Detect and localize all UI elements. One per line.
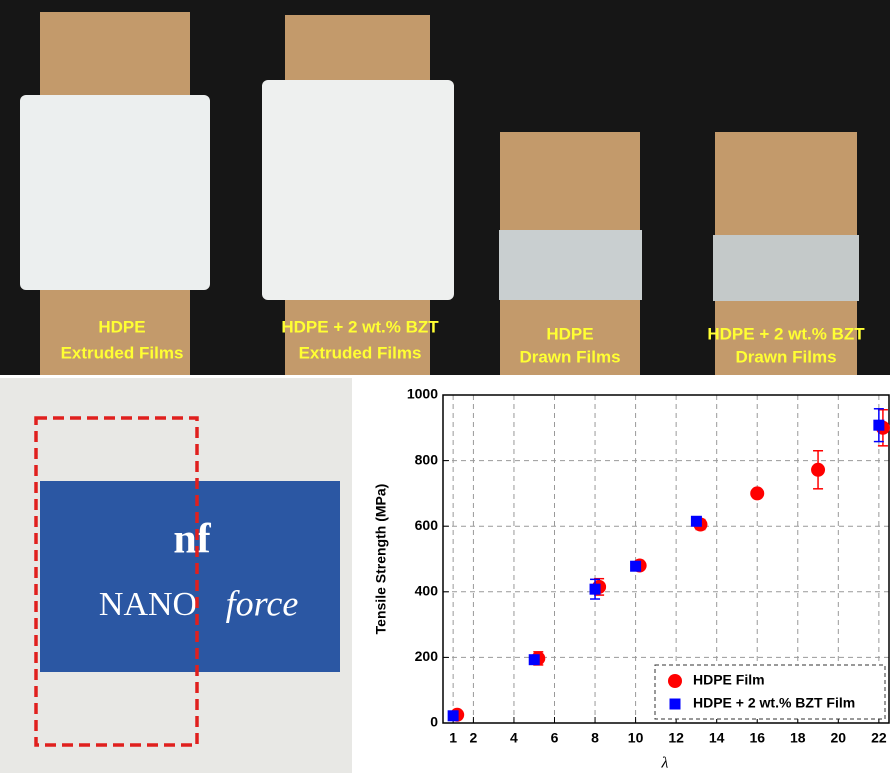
photo-label: HDPE + 2 wt.% BZT <box>281 317 439 336</box>
point <box>630 561 641 572</box>
legend-box <box>655 665 885 719</box>
transparency-photo: nf NANO force <box>0 378 352 773</box>
film-roll <box>713 235 859 301</box>
y-tick-label: 200 <box>415 648 439 664</box>
photo-label: HDPE + 2 wt.% BZT <box>707 324 865 343</box>
y-axis-label: Tensile Strength (MPa) <box>373 484 389 635</box>
legend-marker <box>670 699 681 710</box>
point <box>448 710 459 721</box>
x-tick-label: 4 <box>510 730 518 746</box>
x-tick-label: 6 <box>551 730 559 746</box>
x-tick-label: 14 <box>709 730 725 746</box>
logo-mark: nf <box>173 517 211 563</box>
legend-label: HDPE + 2 wt.% BZT Film <box>693 695 855 711</box>
photo-label: Drawn Films <box>735 347 836 366</box>
film-roll <box>20 95 210 290</box>
film-photo: HDPE Extruded Films HDPE + 2 wt.% BZT Ex… <box>0 0 890 375</box>
logo-background <box>40 481 340 672</box>
logo-name: NANO <box>99 586 197 623</box>
x-tick-label: 22 <box>871 730 887 746</box>
x-tick-label: 18 <box>790 730 806 746</box>
x-tick-label: 8 <box>591 730 599 746</box>
legend-marker <box>668 674 682 688</box>
x-axis-label: λ <box>661 755 669 772</box>
y-tick-label: 600 <box>415 517 439 533</box>
photo-label: HDPE <box>98 317 145 336</box>
photo-label: Extruded Films <box>61 343 184 362</box>
x-tick-label: 16 <box>749 730 765 746</box>
y-tick-label: 800 <box>415 451 439 467</box>
film-roll <box>262 80 454 300</box>
x-tick-label: 20 <box>831 730 847 746</box>
point <box>691 516 702 527</box>
x-tick-label: 10 <box>628 730 644 746</box>
point <box>873 420 884 431</box>
figure: HDPE Extruded Films HDPE + 2 wt.% BZT Ex… <box>0 0 890 773</box>
y-tick-label: 0 <box>430 714 438 730</box>
legend-label: HDPE Film <box>693 672 765 688</box>
point <box>529 654 540 665</box>
photo-label: HDPE <box>546 324 593 343</box>
x-tick-label: 12 <box>668 730 684 746</box>
x-tick-label: 2 <box>470 730 478 746</box>
point <box>750 486 764 500</box>
point <box>811 463 825 477</box>
y-tick-label: 1000 <box>407 386 438 402</box>
y-tick-label: 400 <box>415 583 439 599</box>
photo-label: Drawn Films <box>519 347 620 366</box>
x-tick-label: 1 <box>449 730 457 746</box>
point <box>590 584 601 595</box>
photo-label: Extruded Films <box>299 343 422 362</box>
film-roll <box>499 230 642 300</box>
logo-name: force <box>226 583 299 623</box>
